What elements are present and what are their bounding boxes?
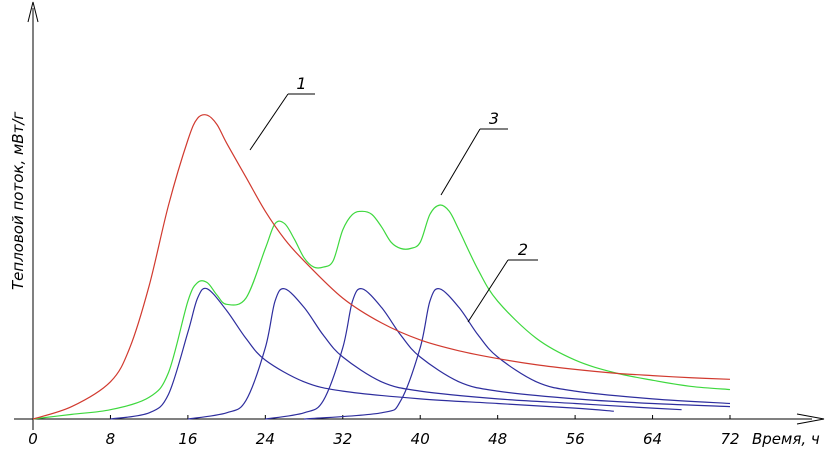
axes: 0 8 16 24 32 40 48 56 64 72: [14, 1, 825, 448]
callout-leader: [249, 93, 289, 151]
x-tick-label: 16: [178, 430, 197, 448]
curve-label-3: 3: [489, 109, 499, 128]
x-tick-label: 56: [566, 430, 585, 448]
callout-leader: [467, 259, 509, 323]
series-line-2: [304, 288, 731, 420]
y-axis-arrow: [27, 1, 39, 23]
x-tick-label: 40: [411, 430, 430, 448]
series-line-3: [32, 204, 731, 420]
x-tick-label: 72: [720, 430, 739, 448]
curve-label-2: 2: [518, 240, 528, 259]
series-line-2: [110, 287, 614, 420]
x-axis-label: Время, ч: [752, 430, 820, 448]
x-axis-arrow: [796, 413, 825, 425]
series-line-2: [265, 288, 731, 420]
series-line-1: [32, 114, 731, 420]
callouts: 1 3 2: [249, 74, 538, 323]
x-tick-label: 48: [488, 430, 507, 448]
x-tick-label: 24: [256, 430, 275, 448]
series-line-2: [187, 288, 682, 420]
x-tick-label: 64: [643, 430, 662, 448]
x-tick-label: 0: [28, 430, 38, 448]
series-layer: [32, 114, 731, 420]
callout-leader: [440, 128, 481, 196]
curve-label-1: 1: [296, 74, 306, 93]
y-axis-label: Тепловой поток, мВт/г: [9, 112, 27, 290]
x-tick-label: 8: [106, 430, 116, 448]
x-tick-label: 32: [333, 430, 352, 448]
